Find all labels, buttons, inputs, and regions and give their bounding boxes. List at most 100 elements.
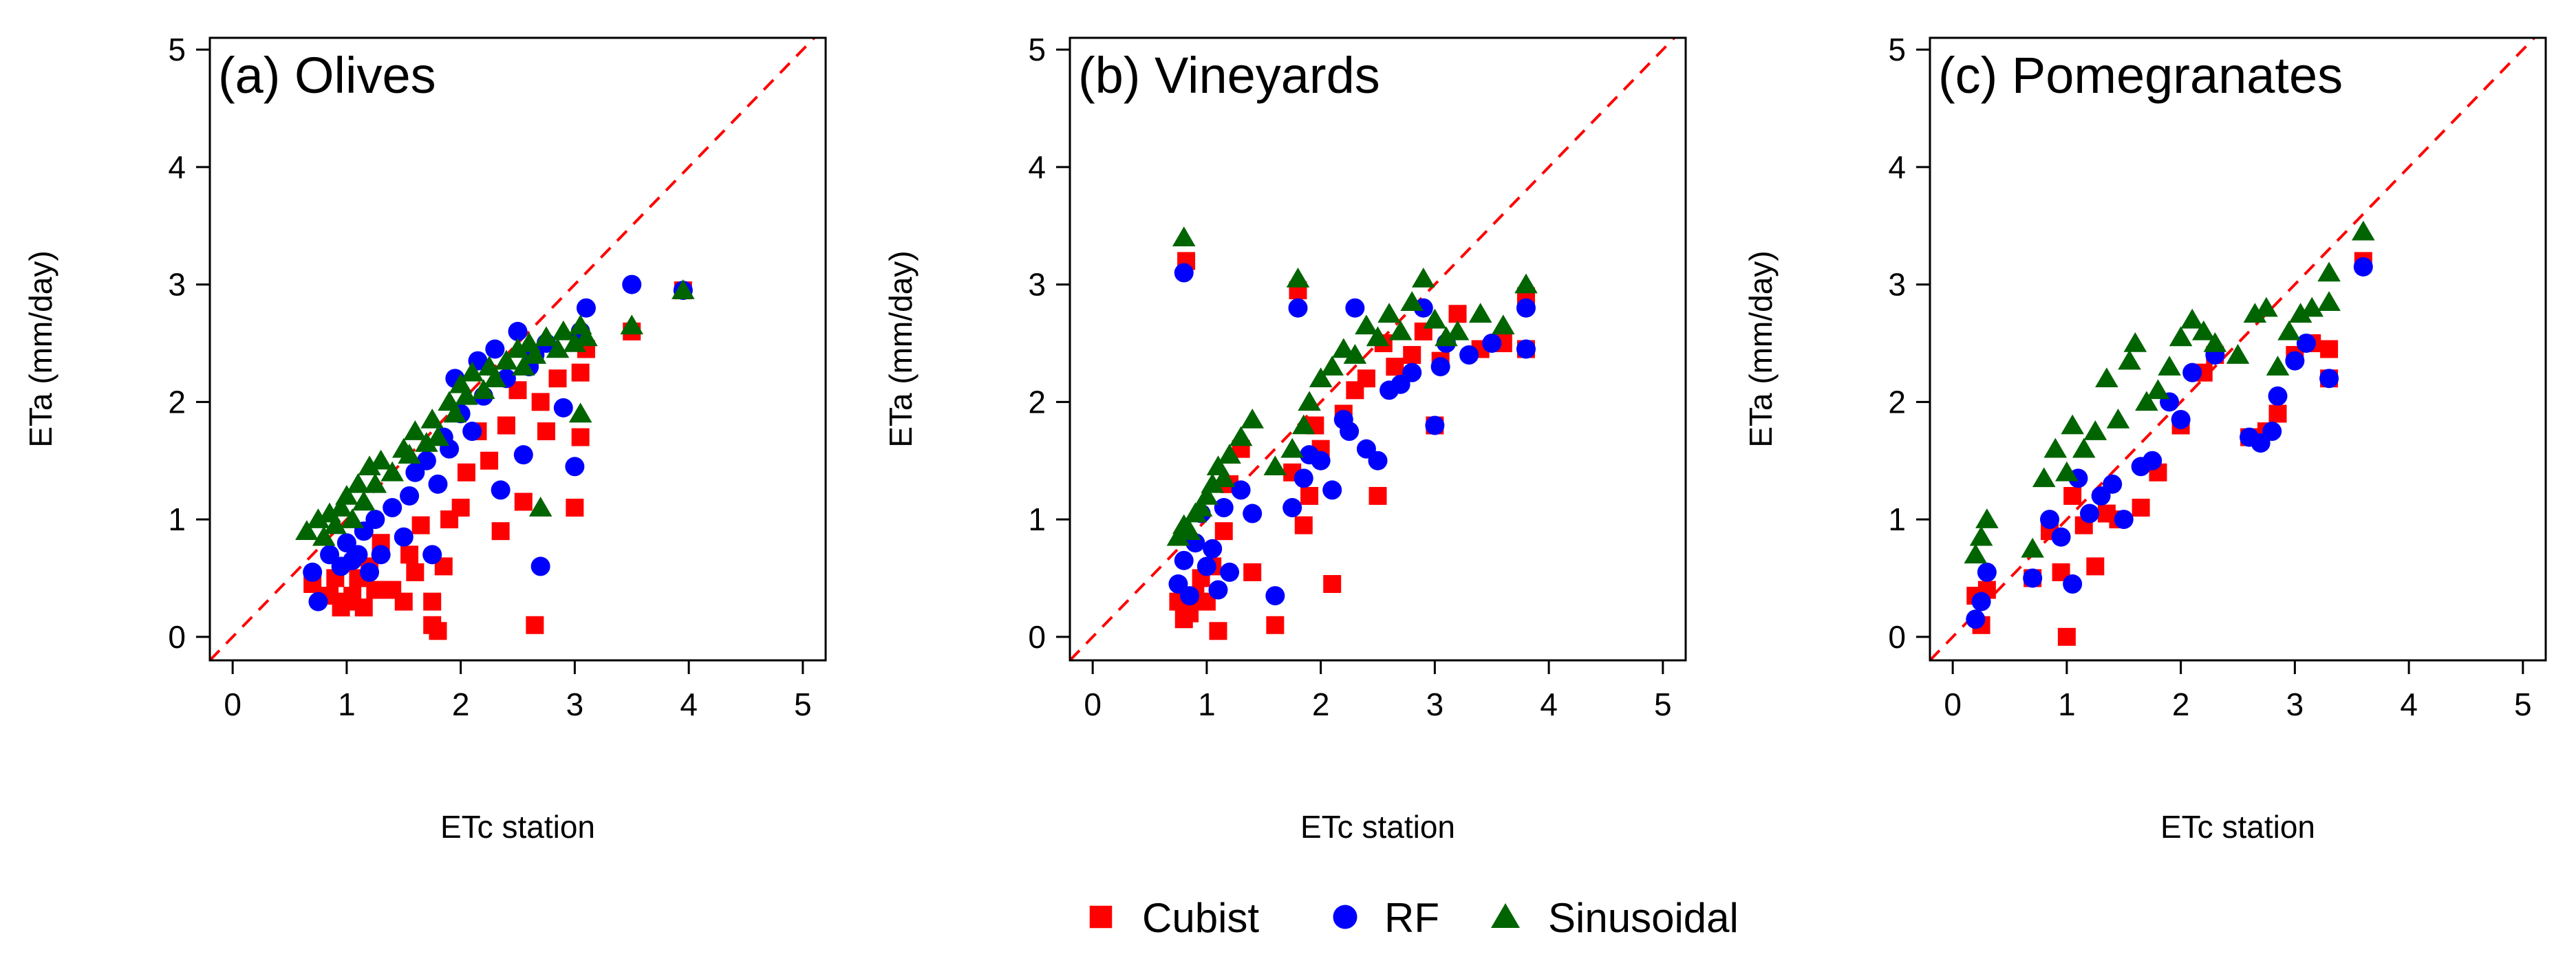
x-tick-label: 3: [566, 686, 584, 722]
point-sinusoidal: [415, 432, 438, 452]
point-rf: [530, 556, 550, 576]
point-sinusoidal: [380, 461, 404, 482]
point-sinusoidal: [1189, 497, 1213, 517]
point-cubist: [548, 369, 567, 388]
point-rf: [1322, 480, 1342, 500]
point-rf: [400, 486, 420, 506]
point-sinusoidal: [341, 508, 364, 528]
point-sinusoidal: [1298, 391, 1321, 411]
point-sinusoidal: [312, 526, 336, 546]
legend-marker-sinusoidal: [1491, 903, 1520, 928]
point-cubist: [1403, 346, 1421, 365]
point-sinusoidal: [455, 385, 478, 405]
point-sinusoidal: [546, 338, 570, 358]
point-sinusoidal: [369, 449, 393, 470]
point-sinusoidal: [1178, 520, 1201, 540]
point-sinusoidal: [2043, 437, 2068, 458]
x-tick-label: 2: [1312, 686, 1330, 722]
point-rf: [1288, 298, 1308, 318]
point-sinusoidal: [2061, 414, 2084, 435]
point-sinusoidal: [306, 508, 330, 528]
point-sinusoidal: [2106, 408, 2130, 429]
point-sinusoidal: [295, 520, 319, 540]
point-cubist: [429, 622, 447, 640]
y-tick-label: 4: [1888, 149, 1906, 185]
point-rf: [1294, 468, 1313, 488]
x-tick-label: 4: [2400, 686, 2418, 722]
point-rf: [2296, 333, 2316, 353]
point-rf: [1516, 339, 1536, 359]
point-sinusoidal: [1514, 273, 1538, 294]
point-rf: [303, 562, 323, 582]
point-cubist: [1368, 486, 1387, 505]
point-sinusoidal: [1229, 426, 1253, 446]
point-cubist: [457, 463, 475, 482]
point-sinusoidal: [568, 402, 592, 423]
legend-label-rf: RF: [1384, 895, 1439, 941]
point-sinusoidal: [2118, 349, 2141, 370]
point-sinusoidal: [363, 473, 387, 493]
point-sinusoidal: [2203, 332, 2227, 352]
point-rf: [2285, 351, 2305, 371]
y-tick-label: 3: [1028, 267, 1046, 303]
point-cubist: [2268, 404, 2287, 423]
point-rf: [371, 545, 391, 565]
point-sinusoidal: [2226, 344, 2250, 364]
point-sinusoidal: [1331, 338, 1355, 358]
x-tick-label: 1: [1198, 686, 1216, 722]
point-sinusoidal: [2317, 291, 2341, 311]
y-tick-label: 5: [1888, 32, 1906, 67]
point-rf: [383, 498, 402, 518]
point-sinusoidal: [352, 490, 376, 511]
point-cubist: [1266, 616, 1285, 634]
point-cubist: [526, 616, 544, 634]
point-sinusoidal: [2055, 461, 2079, 482]
point-sinusoidal: [551, 320, 575, 340]
point-sinusoidal: [672, 279, 695, 299]
y-axis-title: ETa (mm/day): [883, 250, 919, 447]
y-tick-label: 3: [1888, 267, 1906, 303]
point-rf: [2143, 451, 2162, 470]
x-tick-label: 1: [2058, 686, 2076, 722]
point-sinusoidal: [1291, 414, 1316, 435]
point-rf: [1966, 609, 1986, 629]
point-rf: [485, 339, 505, 359]
point-cubist: [1323, 575, 1342, 594]
point-sinusoidal: [1468, 303, 1492, 323]
points: [1166, 226, 1538, 640]
point-cubist: [423, 592, 442, 611]
point-sinusoidal: [1172, 226, 1196, 247]
point-sinusoidal: [358, 455, 381, 476]
point-sinusoidal: [1411, 268, 1435, 288]
point-cubist: [1386, 358, 1404, 376]
point-rf: [1402, 363, 1422, 382]
point-rf: [2063, 574, 2083, 594]
point-sinusoidal: [2243, 303, 2267, 323]
x-tick-label: 2: [452, 686, 470, 722]
point-rf: [1482, 333, 1502, 353]
point-cubist: [406, 563, 425, 581]
point-sinusoidal: [335, 484, 358, 505]
point-sinusoidal: [1343, 344, 1367, 364]
point-cubist: [1181, 604, 1199, 623]
point-sinusoidal: [1355, 314, 1378, 335]
point-cubist: [400, 545, 419, 564]
point-sinusoidal: [506, 338, 530, 358]
point-sinusoidal: [346, 473, 370, 493]
point-sinusoidal: [511, 356, 535, 376]
point-cubist: [514, 493, 533, 511]
point-rf: [1345, 298, 1365, 318]
panel-1: 0 1 2 3 4 5 0 1 2 3 4 5 ETc station ETa (mm/day) (b) V…: [883, 32, 1687, 845]
y-tick-label: 2: [168, 384, 186, 420]
y-tick-label: 2: [1888, 384, 1906, 420]
point-cubist: [1300, 486, 1319, 505]
point-sinusoidal: [1388, 320, 1413, 340]
point-cubist: [2057, 627, 2076, 646]
point-rf: [1430, 357, 1450, 377]
point-sinusoidal: [1975, 508, 1999, 528]
point-cubist: [2063, 486, 2082, 505]
point-rf: [1368, 451, 1388, 470]
point-rf: [308, 592, 328, 612]
point-rf: [508, 321, 528, 341]
